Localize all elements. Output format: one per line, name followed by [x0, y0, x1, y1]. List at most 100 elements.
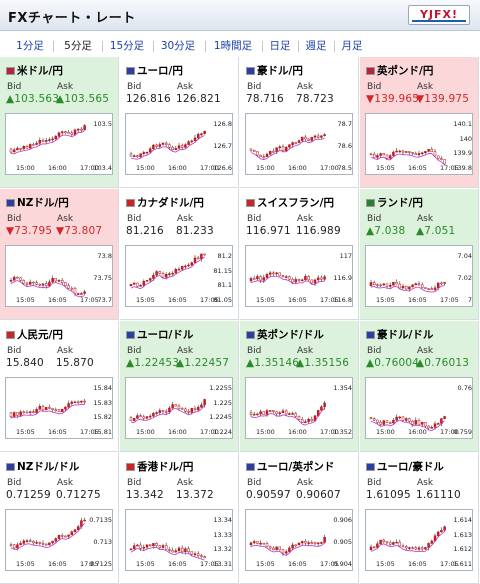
ask-value: 13.372: [176, 489, 214, 501]
candle-body: [64, 406, 67, 410]
candle-body: [430, 540, 434, 544]
y-tick-label: 126.6: [213, 164, 232, 172]
candle-body: [265, 410, 269, 415]
candle-body: [249, 278, 253, 282]
currency-tile[interactable]: ユーロ/豪ドル Bid Ask 1.61095 1.61110 1.614 1.6…: [360, 453, 479, 584]
tab-1hour[interactable]: 1時間足: [213, 40, 253, 52]
tab-1min[interactable]: 1分足: [16, 40, 44, 52]
currency-tile[interactable]: 人民元/円 Bid Ask 15.840 15.870 15.84 15.83 15…: [0, 321, 119, 452]
candle-body: [424, 547, 427, 550]
candle-body: [60, 131, 64, 134]
candle-body: [180, 145, 184, 148]
candle-body: [67, 285, 70, 289]
candle-body: [385, 541, 389, 544]
candle-body: [404, 418, 408, 421]
tab-weekly[interactable]: 週足: [305, 40, 327, 52]
y-tick-label: 126.7: [213, 142, 232, 150]
candle-body: [297, 279, 301, 281]
candle-body: [70, 287, 74, 290]
currency-tile[interactable]: ユーロ/ドル Bid Ask ▲1.22453 ▲1.22457 1.2255 1…: [120, 321, 239, 452]
candle-body: [443, 416, 446, 419]
currency-tile[interactable]: 香港ドル/円 Bid Ask 13.342 13.372 13.34 13.33 1…: [120, 453, 239, 584]
candle-body: [417, 153, 421, 156]
currency-tile[interactable]: 英ポンド/円 Bid Ask ▼139.965 ▼139.975 140.1 14…: [360, 57, 479, 188]
currency-tile[interactable]: 豪ドル/円 Bid Ask 78.716 78.723 78.7 78.6 78.5…: [240, 57, 359, 188]
candle-body: [294, 142, 298, 144]
candle-body: [83, 291, 86, 294]
x-tick-label: 17:00: [200, 428, 219, 436]
candle-body: [136, 155, 139, 157]
y-tick-label: 0.7125: [89, 560, 112, 568]
tab-monthly[interactable]: 月足: [341, 40, 363, 52]
candle-body: [398, 150, 402, 153]
bid-label: Bid: [367, 346, 382, 356]
candle-body: [184, 548, 187, 552]
currency-tile[interactable]: 英ポンド/ドル Bid Ask ▲1.35146 ▲1.35156 1.354 1…: [240, 321, 359, 452]
candle-body: [38, 139, 42, 144]
candle-body: [57, 132, 61, 137]
y-tick-label: 1.224: [213, 428, 232, 436]
tab-15min[interactable]: 15分足: [109, 40, 145, 52]
currency-tile[interactable]: NZドル/ドル Bid Ask 0.71259 0.71275 0.7135 0.…: [0, 453, 119, 584]
candles-svg: [9, 517, 86, 551]
ask-value: ▼73.807: [56, 225, 103, 237]
candle-body: [281, 275, 285, 278]
currency-tile[interactable]: NZドル/円 Bid Ask ▼73.795 ▼73.807 73.8 73.75…: [0, 189, 119, 320]
candle-body: [41, 139, 45, 142]
candle-body: [440, 158, 443, 160]
candle-body: [132, 418, 136, 421]
candle-body: [25, 411, 29, 414]
y-tick-label: 0.905: [333, 538, 352, 546]
y-tick-label: 0.906: [333, 516, 352, 524]
candle-body: [203, 253, 206, 256]
candle-body: [392, 151, 395, 156]
moving-average-line: [130, 404, 205, 423]
currency-tile[interactable]: 豪ドル/ドル Bid Ask ▲0.76004 ▲0.76013 0.76 0.7…: [360, 321, 479, 452]
currency-tile[interactable]: ランド/円 Bid Ask ▲7.038 ▲7.051 7.04 7.02 7 15:…: [360, 189, 479, 320]
candle-body: [294, 544, 298, 547]
candle-body: [294, 413, 298, 417]
candle-body: [436, 531, 440, 537]
ask-label: Ask: [57, 214, 74, 224]
candle-body: [278, 546, 282, 550]
candle-body: [12, 544, 16, 549]
y-tick-label: 73.7: [97, 296, 112, 304]
moving-average-line: [10, 130, 85, 155]
candle-body: [294, 279, 298, 283]
candle-body: [372, 282, 376, 285]
candle-body: [411, 284, 414, 288]
currency-tile[interactable]: ユーロ/円 Bid Ask 126.816 126.821 126.8 126.7…: [120, 57, 239, 188]
candle-body: [256, 541, 259, 544]
mini-candle-chart: 126.8 126.7 126.6 15:00 16:00 17:00: [125, 113, 233, 175]
candle-body: [132, 282, 136, 285]
bid-value: ▲1.22453: [126, 357, 180, 369]
mini-candle-chart: 1.2255 1.225 1.2245 1.224 15:00 16:00 17:00: [125, 377, 233, 439]
currency-tile[interactable]: 米ドル/円 Bid Ask ▲103.563 ▲103.565 103.5 103…: [0, 57, 119, 188]
tab-30min[interactable]: 30分足: [160, 40, 196, 52]
candles-svg: [369, 279, 446, 293]
currency-tile[interactable]: スイスフラン/円 Bid Ask 116.971 116.989 117 116.…: [240, 189, 359, 320]
tab-divider: [298, 41, 299, 52]
candle-body: [73, 129, 77, 135]
candle-body: [155, 271, 158, 276]
candles-svg: [369, 146, 446, 166]
yjfx-logo[interactable]: YJFX!: [408, 5, 470, 25]
currency-tile[interactable]: ユーロ/英ポンド Bid Ask 0.90597 0.90607 0.906 0.…: [240, 453, 359, 584]
candle-body: [9, 280, 13, 282]
ask-value: 1.61110: [416, 489, 461, 501]
candle-body: [28, 411, 32, 413]
x-tick-label: 15:05: [16, 560, 35, 568]
currency-tile[interactable]: カナダドル/円 Bid Ask 81.216 81.233 81.2 81.15 8…: [120, 189, 239, 320]
x-tick-label: 17:05: [80, 428, 99, 436]
bid-label: Bid: [7, 214, 22, 224]
candle-body: [76, 401, 80, 404]
flag-icon: [126, 331, 135, 339]
tab-5min[interactable]: 5分足: [64, 40, 92, 52]
candle-body: [67, 534, 70, 537]
candle-body: [310, 137, 314, 141]
pair-name: 豪ドル/円: [246, 63, 303, 78]
candle-body: [190, 140, 194, 143]
candle-body: [19, 148, 22, 150]
tab-daily[interactable]: 日足: [269, 40, 291, 52]
candle-body: [25, 145, 29, 149]
